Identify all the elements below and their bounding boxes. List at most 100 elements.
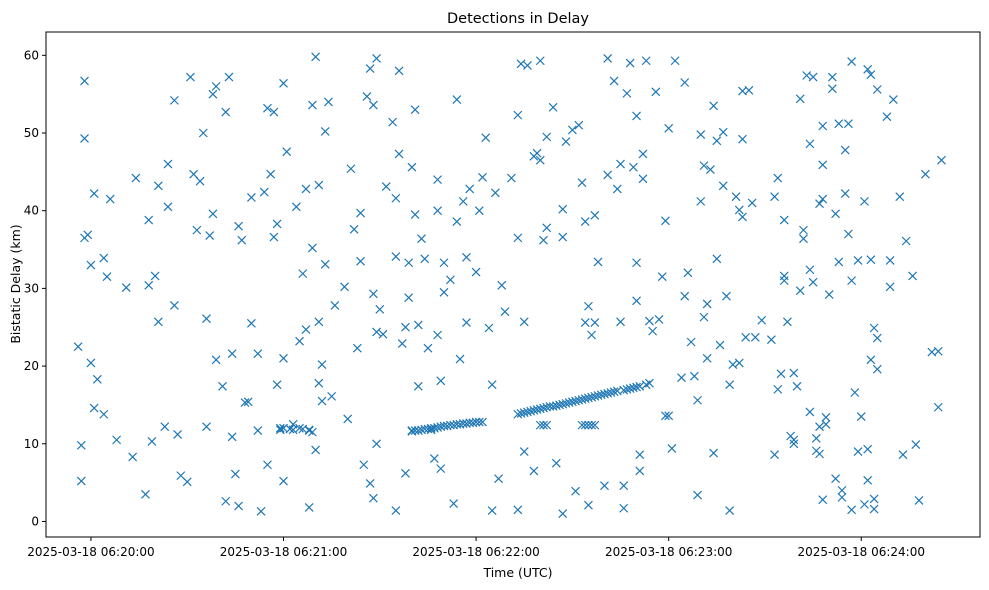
data-point	[295, 423, 304, 433]
data-point	[799, 234, 808, 244]
data-point	[558, 509, 568, 519]
data-point	[584, 500, 593, 510]
data-point	[715, 340, 725, 350]
data-point	[933, 346, 943, 356]
data-point	[230, 469, 240, 479]
data-point	[632, 296, 641, 306]
data-point	[741, 332, 751, 342]
data-point	[574, 120, 584, 130]
data-point	[320, 259, 330, 269]
data-point	[279, 476, 288, 486]
data-point	[368, 100, 378, 110]
data-point	[872, 333, 882, 343]
data-point	[397, 339, 407, 348]
y-tick-label: 40	[24, 204, 39, 218]
data-point	[144, 280, 154, 290]
data-point	[683, 268, 693, 278]
data-point	[895, 192, 905, 202]
data-point	[577, 420, 587, 430]
data-point	[394, 66, 404, 76]
data-point	[356, 256, 365, 266]
data-point	[449, 499, 459, 509]
data-point	[664, 411, 674, 421]
data-point	[821, 412, 831, 422]
data-point	[253, 426, 263, 435]
data-point	[307, 427, 317, 437]
data-point	[603, 170, 613, 180]
data-point	[872, 364, 882, 374]
data-point	[519, 447, 529, 456]
data-point	[266, 169, 276, 179]
data-point	[272, 219, 282, 229]
y-tick-label: 0	[31, 514, 39, 528]
data-point	[365, 64, 375, 73]
data-point	[169, 95, 179, 105]
y-axis: 0 10 20 30 40 50 60	[24, 48, 46, 528]
data-point	[815, 422, 824, 432]
data-point	[275, 423, 285, 433]
data-point	[558, 232, 568, 242]
data-point	[622, 88, 632, 98]
data-point	[359, 460, 369, 470]
x-tick-label: 2025-03-18 06:21:00	[220, 545, 347, 559]
data-point	[121, 283, 131, 293]
data-point	[856, 412, 866, 422]
data-point	[211, 355, 221, 365]
data-point	[898, 450, 908, 460]
data-point	[808, 277, 818, 287]
data-point	[282, 147, 292, 157]
data-point	[818, 160, 828, 170]
data-point	[863, 64, 873, 74]
data-point	[478, 172, 487, 182]
data-point	[202, 422, 211, 432]
data-point	[182, 477, 192, 487]
data-point	[198, 128, 208, 138]
data-point	[558, 204, 568, 214]
data-point	[885, 282, 895, 292]
data-point	[590, 318, 600, 327]
data-point	[593, 257, 603, 267]
data-point	[571, 486, 581, 496]
data-point	[368, 493, 378, 503]
data-point	[869, 323, 879, 333]
data-point	[263, 460, 272, 470]
data-point	[163, 159, 173, 169]
data-point	[853, 447, 863, 456]
data-point	[831, 474, 840, 484]
data-point	[433, 330, 442, 340]
data-point	[638, 174, 648, 184]
data-point	[539, 420, 548, 430]
data-point	[99, 409, 109, 419]
data-point	[619, 503, 629, 513]
data-point	[843, 119, 853, 129]
data-point	[423, 343, 433, 353]
data-point	[795, 94, 805, 104]
data-point	[747, 198, 757, 208]
data-point	[391, 252, 401, 261]
data-point	[773, 384, 783, 394]
data-point	[86, 358, 96, 368]
data-point	[725, 506, 735, 516]
data-point	[243, 397, 253, 407]
data-point	[131, 173, 141, 183]
data-point	[782, 317, 792, 327]
data-point	[102, 272, 112, 282]
y-tick-label: 20	[24, 359, 39, 373]
data-point	[648, 326, 658, 336]
x-tick-label: 2025-03-18 06:23:00	[605, 545, 732, 559]
data-point	[452, 217, 462, 226]
data-point	[532, 148, 542, 158]
data-point	[882, 112, 892, 122]
data-point	[317, 396, 327, 406]
data-point	[853, 255, 863, 265]
data-point	[840, 145, 850, 155]
data-point	[632, 258, 641, 268]
data-point	[863, 475, 873, 485]
data-point	[487, 380, 497, 390]
data-point	[680, 291, 690, 301]
data-point	[847, 276, 857, 286]
data-point	[375, 304, 385, 314]
data-point	[587, 420, 597, 430]
x-axis-label: Time (UTC)	[482, 565, 552, 580]
